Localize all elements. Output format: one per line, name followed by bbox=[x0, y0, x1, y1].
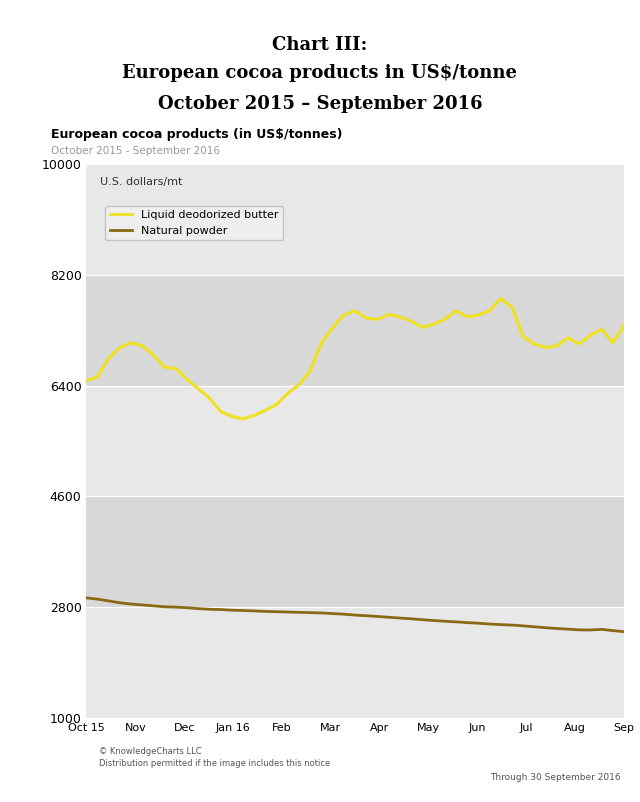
Text: European cocoa products (in US$/tonnes): European cocoa products (in US$/tonnes) bbox=[51, 128, 342, 141]
Text: October 2015 - September 2016: October 2015 - September 2016 bbox=[51, 146, 220, 156]
Text: © KnowledgeCharts LLC
Distribution permitted if the image includes this notice: © KnowledgeCharts LLC Distribution permi… bbox=[99, 747, 330, 768]
Text: European cocoa products in US$/tonne: European cocoa products in US$/tonne bbox=[122, 64, 518, 82]
Bar bbox=[86, 496, 624, 607]
Text: Through 30 September 2016: Through 30 September 2016 bbox=[490, 773, 621, 782]
Bar bbox=[86, 164, 624, 275]
Bar bbox=[86, 275, 624, 386]
Legend: Liquid deodorized butter, Natural powder: Liquid deodorized butter, Natural powder bbox=[106, 206, 283, 241]
Text: October 2015 – September 2016: October 2015 – September 2016 bbox=[157, 95, 483, 112]
Bar bbox=[86, 607, 624, 718]
Text: Chart III:: Chart III: bbox=[273, 36, 367, 54]
Text: U.S. dollars/mt: U.S. dollars/mt bbox=[100, 176, 182, 187]
Bar bbox=[86, 386, 624, 496]
